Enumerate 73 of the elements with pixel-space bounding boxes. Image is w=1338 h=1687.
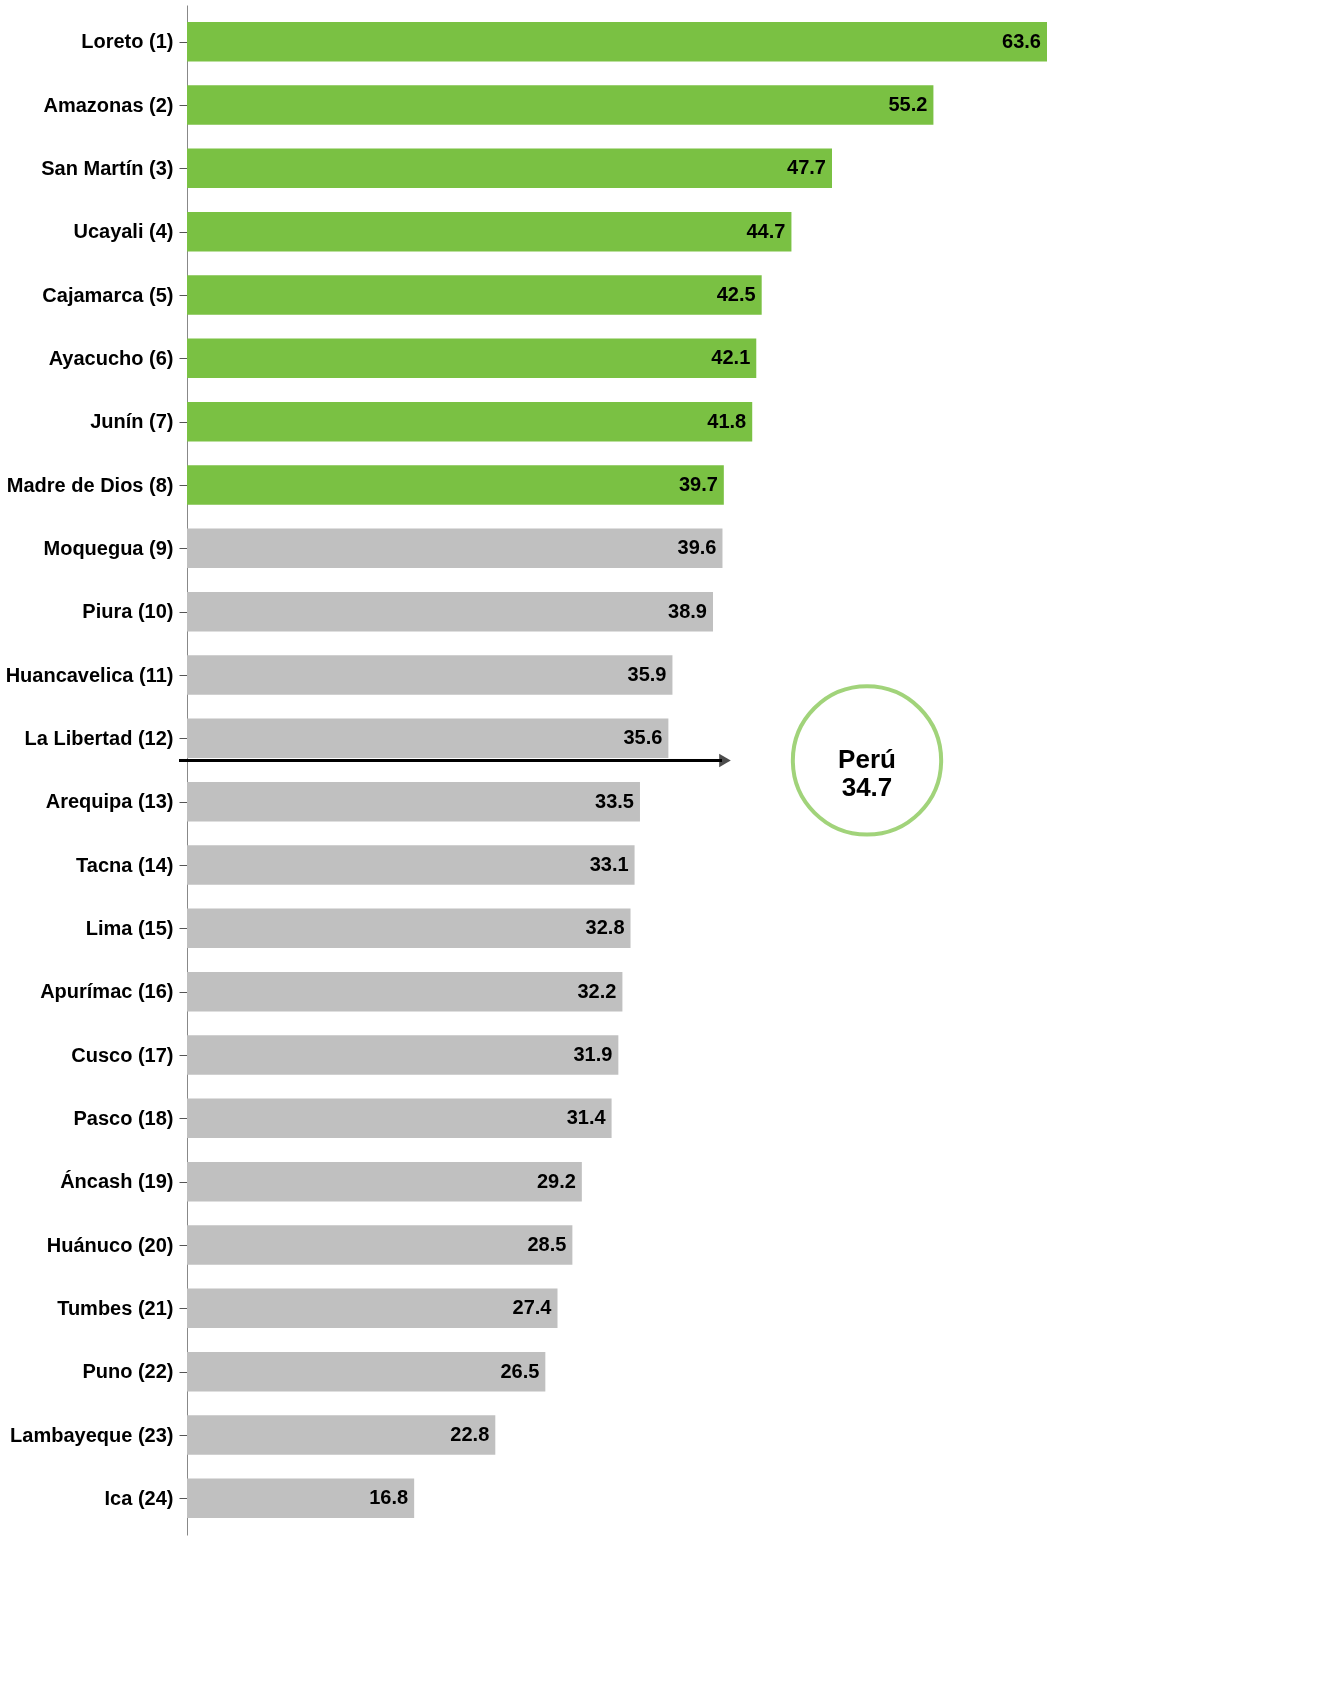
- bar: [187, 21, 1047, 62]
- y-tick-label: Ica (24): [104, 1486, 174, 1509]
- data-label: 42.1: [711, 346, 751, 369]
- bar: [187, 1035, 619, 1075]
- bar: [187, 211, 792, 252]
- bar: [187, 1225, 573, 1265]
- y-tick-label: Puno (22): [82, 1360, 174, 1383]
- data-label: 22.8: [450, 1423, 490, 1445]
- bar: [187, 275, 762, 315]
- bar: [187, 85, 934, 125]
- y-tick-label: Ayacucho (6): [48, 346, 174, 369]
- data-label: 47.7: [787, 156, 826, 179]
- data-label: 35.9: [627, 663, 667, 685]
- data-label: 27.4: [512, 1296, 553, 1319]
- y-tick-label: Tacna (14): [76, 853, 174, 876]
- bar: [187, 845, 635, 885]
- data-label: 39.6: [677, 536, 717, 559]
- bar: [187, 908, 631, 949]
- bar: [187, 1288, 558, 1329]
- data-label: 63.6: [1002, 29, 1041, 52]
- bar: [187, 591, 714, 632]
- bar: [187, 1415, 496, 1455]
- data-label: 31.4: [566, 1106, 607, 1129]
- data-label: 33.1: [589, 853, 629, 875]
- bar: [187, 655, 673, 695]
- data-label: 35.6: [623, 726, 663, 749]
- y-tick-label: Ucayali (4): [73, 220, 174, 243]
- data-label: 41.8: [707, 409, 747, 432]
- bar: [187, 401, 753, 442]
- y-tick-label: San Martín (3): [41, 156, 174, 179]
- bar: [187, 1161, 582, 1202]
- y-tick-label: Cajamarca (5): [42, 283, 174, 306]
- bar: [187, 1351, 546, 1392]
- y-tick-label: Huancavelica (11): [5, 663, 174, 686]
- data-label: 29.2: [536, 1169, 576, 1192]
- y-tick-label: Lambayeque (23): [10, 1423, 174, 1446]
- y-tick-label: Cusco (17): [71, 1043, 174, 1066]
- y-tick-label: Tumbes (21): [57, 1296, 174, 1319]
- bar: [187, 1098, 612, 1139]
- bar: [187, 718, 669, 759]
- y-tick-label: Amazonas (2): [43, 93, 174, 116]
- y-tick-label: Lima (15): [85, 916, 174, 939]
- y-tick-label: Moquegua (9): [43, 536, 174, 559]
- data-label: 33.5: [595, 789, 634, 812]
- bar: [187, 528, 723, 569]
- data-label: 39.7: [678, 473, 718, 495]
- y-tick-label: Áncash (19): [60, 1170, 174, 1193]
- y-tick-label: Madre de Dios (8): [6, 473, 174, 496]
- annotation: Perú 34.7: [838, 744, 896, 803]
- y-tick-label: Piura (10): [82, 600, 174, 623]
- bar: [187, 148, 832, 189]
- data-label: 28.5: [527, 1233, 567, 1255]
- bar: [187, 338, 757, 379]
- bar: [187, 971, 623, 1012]
- bar: [187, 781, 640, 822]
- y-tick-label: Loreto (1): [81, 30, 174, 53]
- data-label: 38.9: [668, 599, 708, 622]
- y-tick-label: La Libertad (12): [24, 726, 174, 749]
- y-tick-label: Arequipa (13): [45, 790, 174, 813]
- y-tick-label: Apurímac (16): [40, 980, 174, 1003]
- data-label: 32.8: [585, 916, 625, 939]
- data-label: 16.8: [369, 1486, 409, 1509]
- bar: [187, 465, 724, 505]
- data-label: 42.5: [716, 283, 756, 305]
- data-label: 32.2: [577, 979, 617, 1002]
- data-label: 31.9: [573, 1043, 613, 1065]
- data-label: 55.2: [888, 93, 928, 115]
- data-label: 26.5: [500, 1359, 540, 1382]
- y-tick-label: Huánuco (20): [46, 1233, 174, 1256]
- y-tick-label: Junín (7): [90, 410, 174, 433]
- bar: [187, 1478, 415, 1519]
- y-tick-label: Pasco (18): [73, 1106, 174, 1129]
- data-label: 44.7: [746, 219, 786, 242]
